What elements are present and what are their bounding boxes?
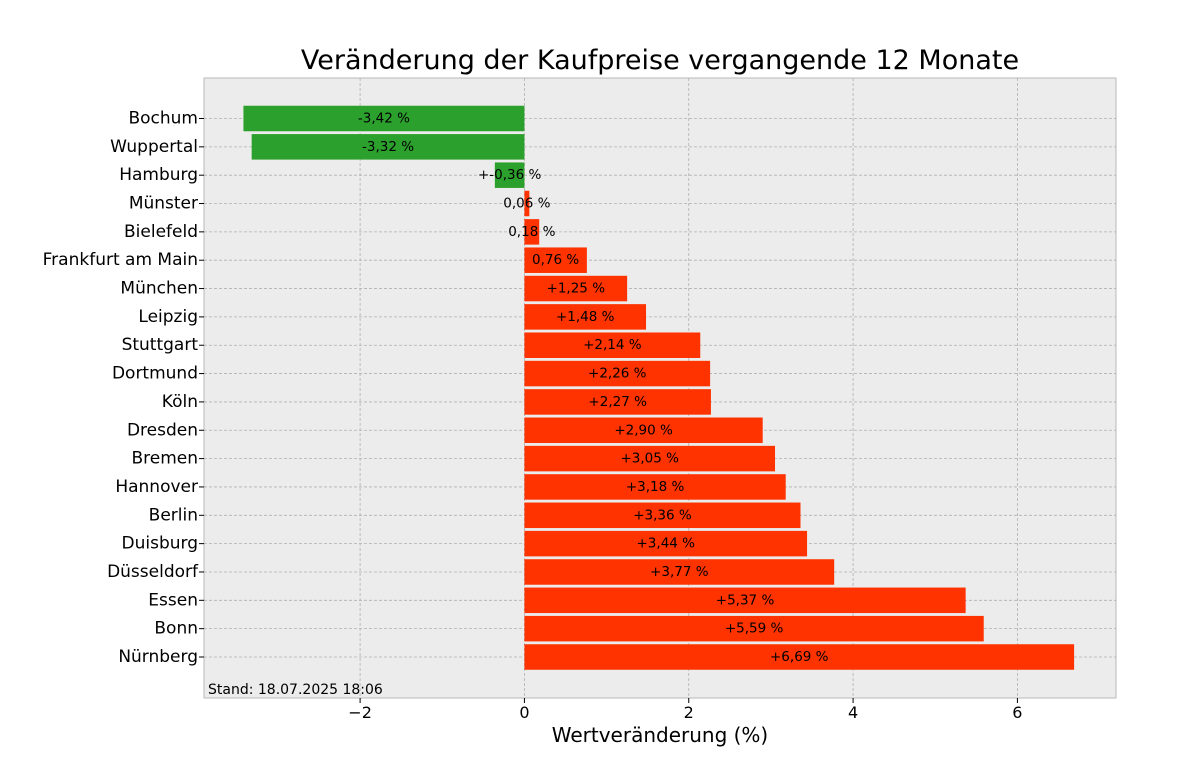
- bar-value-label: -3,32 %: [362, 139, 414, 155]
- y-tick-label: Bielefeld: [124, 222, 198, 242]
- y-tick-label: Essen: [148, 590, 198, 610]
- bar: [524, 389, 711, 415]
- bar: [524, 275, 628, 302]
- y-tick-label: Düsseldorf: [107, 562, 199, 582]
- x-tick-label: 2: [684, 703, 694, 722]
- y-tick-label: Leipzig: [138, 307, 198, 327]
- y-tick-label: Wuppertal: [110, 137, 198, 157]
- bar: [524, 502, 801, 529]
- bar: [524, 530, 808, 557]
- y-tick-label: Bochum: [128, 109, 198, 129]
- x-tick-label: 0: [519, 703, 529, 722]
- x-axis-tick-labels: −2 0 2 4 6: [348, 698, 1022, 722]
- y-tick-label: Bonn: [154, 619, 198, 639]
- bar-value-label: 0,76 %: [532, 252, 579, 268]
- bar-value-label: +-0,36 %: [478, 167, 542, 183]
- y-tick-label: Münster: [129, 194, 198, 214]
- bar-value-label: 0,06 %: [503, 196, 550, 212]
- bar-value-label: +2,27 %: [588, 394, 647, 410]
- bar: [524, 474, 786, 500]
- timestamp-annotation: Stand: 18.07.2025 18:06: [208, 682, 383, 698]
- y-tick-label: Dresden: [127, 420, 198, 440]
- x-tick-label: 4: [848, 703, 858, 722]
- x-tick-label: −2: [348, 703, 372, 722]
- chart-title: Veränderung der Kaufpreise vergangende 1…: [301, 45, 1019, 76]
- y-tick-label: Frankfurt am Main: [43, 250, 198, 270]
- bar-value-label: +1,48 %: [556, 309, 615, 325]
- bar-value-label: +5,37 %: [716, 592, 775, 608]
- y-tick-label: Berlin: [149, 505, 198, 525]
- y-tick-label: Dortmund: [112, 364, 198, 384]
- y-axis-tick-labels: Bochum Wuppertal Hamburg Münster Bielefeld Fr…: [43, 109, 204, 667]
- bar-value-label: +1,25 %: [547, 281, 606, 297]
- bar: [524, 304, 647, 330]
- bar: [524, 644, 1075, 670]
- bar: [524, 360, 711, 387]
- bar: [524, 219, 540, 245]
- y-tick-label: Hamburg: [119, 165, 198, 185]
- bar-value-label: +6,69 %: [770, 649, 829, 665]
- bars: [243, 105, 1075, 670]
- bar: [524, 332, 701, 358]
- bar-value-label: 0,18 %: [508, 224, 555, 240]
- bar: [524, 587, 966, 614]
- bar-value-label: +3,44 %: [637, 536, 696, 552]
- bar-value-label: +2,14 %: [583, 337, 642, 353]
- bar-value-label: +3,18 %: [626, 479, 685, 495]
- bar: [494, 162, 525, 188]
- bar-value-label: -3,42 %: [358, 111, 410, 127]
- bar: [251, 134, 525, 160]
- y-tick-label: Stuttgart: [122, 335, 199, 355]
- y-tick-label: Bremen: [131, 449, 198, 469]
- bar: [524, 615, 984, 642]
- y-tick-label: Hannover: [115, 477, 198, 497]
- bar: [524, 190, 530, 217]
- x-tick-label: 6: [1012, 703, 1022, 722]
- bar-value-label: +3,05 %: [620, 451, 679, 467]
- y-tick-label: Nürnberg: [118, 647, 198, 667]
- y-tick-label: Köln: [162, 392, 198, 412]
- x-axis-label: Wertveränderung (%): [552, 723, 769, 747]
- value-labels: -3,42 % -3,32 % +-0,36 % 0,06 % 0,18 % 0,76 %…: [358, 111, 829, 666]
- bar: [524, 445, 776, 472]
- bar: [243, 105, 525, 132]
- bar-value-label: +2,26 %: [588, 366, 647, 382]
- bar-value-label: +3,77 %: [650, 564, 709, 580]
- bar: [524, 559, 835, 585]
- grid-lines: [204, 78, 1116, 698]
- bar-value-label: +2,90 %: [614, 422, 673, 438]
- y-tick-label: München: [120, 279, 198, 299]
- bar-value-label: +5,59 %: [725, 621, 784, 637]
- bar: [524, 417, 763, 444]
- bar: [524, 247, 587, 273]
- y-tick-label: Duisburg: [122, 534, 199, 554]
- bar-value-label: +3,36 %: [633, 507, 692, 523]
